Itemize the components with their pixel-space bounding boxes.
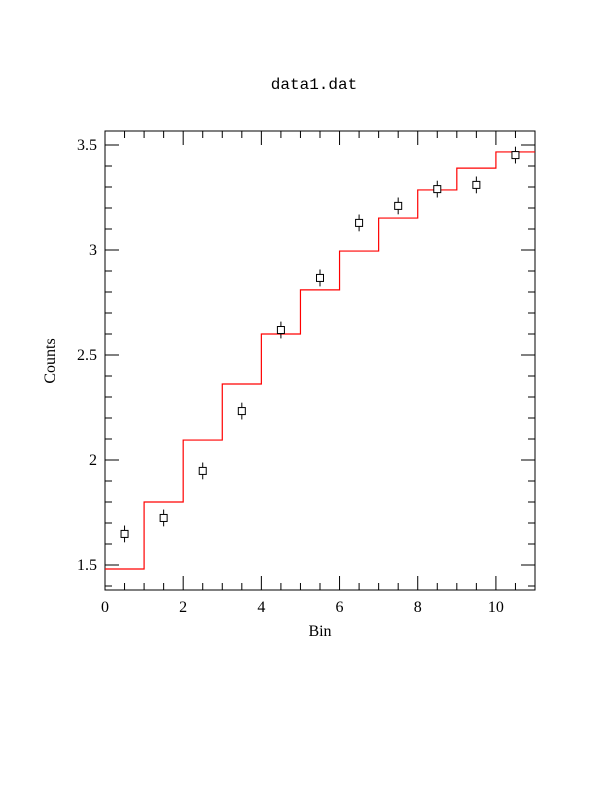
tick-marks — [104, 131, 536, 590]
y-axis-label: Counts — [42, 338, 59, 383]
chart-title: data1.dat — [271, 76, 357, 94]
y-tick-label: 3 — [89, 242, 97, 259]
data-point — [316, 269, 324, 287]
x-tick-label: 6 — [336, 599, 344, 616]
square-marker — [198, 466, 207, 475]
x-tick-label: 10 — [488, 599, 504, 616]
y-tick-label: 1.5 — [77, 557, 97, 574]
square-marker — [355, 218, 364, 227]
data-point — [159, 509, 168, 527]
square-marker — [511, 151, 520, 160]
y-tick-label: 3.5 — [77, 137, 97, 154]
data-point — [394, 197, 403, 215]
data-point — [511, 146, 520, 164]
data-point — [276, 321, 285, 339]
axis-ticks — [104, 131, 536, 590]
y-tick-label: 2.5 — [77, 347, 97, 364]
data-point — [198, 462, 207, 480]
square-marker — [120, 529, 129, 538]
data-point — [355, 214, 364, 232]
data-points — [120, 146, 520, 543]
square-marker — [433, 185, 442, 194]
data-point — [433, 180, 442, 198]
square-marker — [276, 326, 285, 335]
step-line — [105, 151, 535, 570]
data-point — [472, 176, 481, 194]
square-marker — [159, 513, 168, 522]
square-marker — [472, 180, 481, 189]
x-tick-label: 0 — [101, 599, 109, 616]
x-axis-label: Bin — [308, 623, 331, 640]
tick-labels: 0 2 4 6 8 10 1.5 2 2.5 3 3.5 — [77, 137, 504, 616]
histogram-step-line — [105, 151, 535, 570]
plot-frame — [104, 130, 536, 591]
square-marker — [237, 407, 246, 416]
axes-box — [104, 130, 536, 591]
data-point — [120, 525, 129, 543]
x-tick-label: 2 — [179, 599, 187, 616]
square-marker — [316, 273, 324, 282]
x-tick-label: 4 — [257, 599, 265, 616]
square-marker — [394, 201, 403, 210]
y-tick-label: 2 — [89, 452, 97, 469]
data-point — [237, 402, 246, 420]
x-tick-label: 8 — [414, 599, 422, 616]
